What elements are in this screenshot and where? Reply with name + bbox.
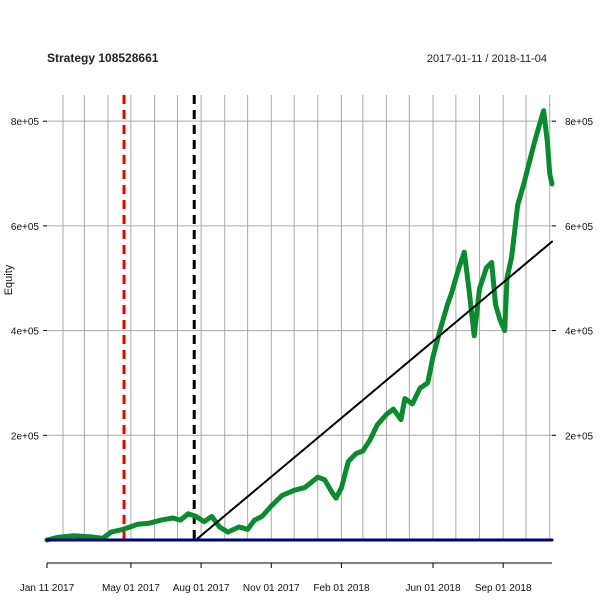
y-tick-label-left: 2e+05 — [11, 431, 40, 442]
date-range: 2017-01-11 / 2018-11-04 — [427, 53, 547, 65]
y-tick-label-left: 8e+05 — [11, 117, 40, 128]
y-tick-label-left: 6e+05 — [11, 222, 40, 233]
series-lines — [44, 108, 555, 543]
y-tick-label-right: 4e+05 — [565, 327, 594, 338]
x-axis: Jan 11 2017 May 01 2017 Aug 01 2017 Nov 01 … — [20, 562, 552, 594]
y-tick-label-right: 8e+05 — [565, 117, 594, 128]
x-tick-label: Jun 01 2018 — [405, 583, 460, 594]
y-axis-label: Equity — [3, 264, 15, 295]
y-tick-label-right: 2e+05 — [565, 431, 594, 442]
x-tick-label: May 01 2017 — [102, 583, 160, 594]
x-tick-label: Nov 01 2017 — [243, 583, 300, 594]
chart-title: Strategy 108528661 — [47, 51, 159, 65]
x-tick-label: Jan 11 2017 — [20, 583, 75, 594]
y-axis-right: 2e+05 4e+05 6e+05 8e+05 — [552, 117, 594, 442]
series-line — [44, 108, 555, 543]
x-tick-label: Sep 01 2018 — [475, 583, 532, 594]
x-tick-label: Aug 01 2017 — [173, 583, 230, 594]
y-tick-label-left: 4e+05 — [11, 327, 40, 338]
y-tick-label-right: 6e+05 — [565, 222, 594, 233]
event-markers — [122, 95, 196, 540]
x-tick-label: Feb 01 2018 — [313, 583, 370, 594]
series-line — [194, 240, 553, 541]
y-axis-left: 2e+05 4e+05 6e+05 8e+05 — [11, 117, 47, 442]
grid — [47, 95, 552, 540]
